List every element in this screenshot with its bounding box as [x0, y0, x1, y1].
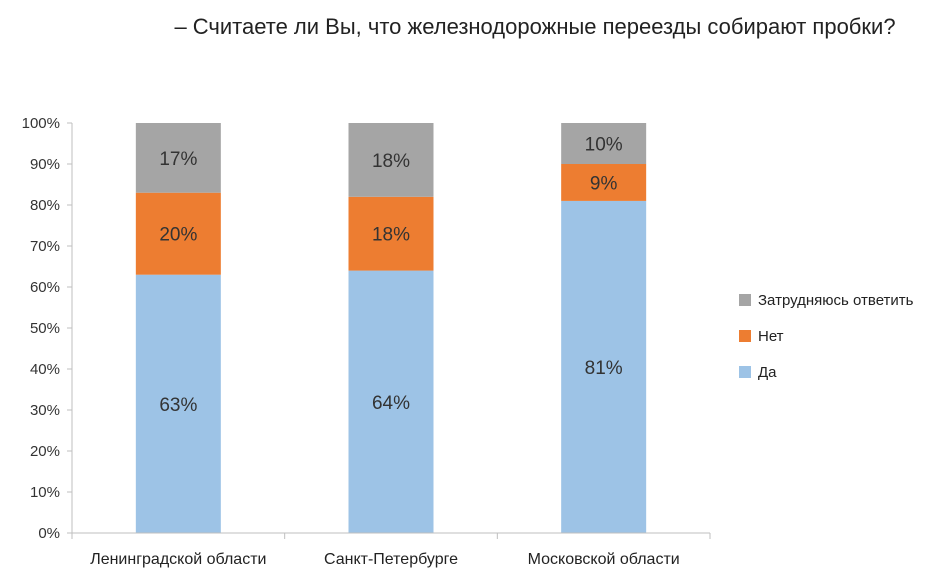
data-label: 20%	[159, 225, 197, 246]
bar-segment	[135, 123, 221, 193]
data-label: 9%	[590, 173, 618, 194]
bars: 63% 20% 17% 64% 18% 18% 81% 9% 10%	[135, 123, 647, 533]
legend-label: Нет	[758, 328, 784, 345]
data-label: 17%	[159, 149, 197, 170]
y-tick-label: 40%	[30, 361, 60, 378]
bar-segment	[348, 196, 434, 271]
y-tick-label: 80%	[30, 197, 60, 214]
y-tick-label: 0%	[38, 525, 60, 542]
chart-title: – Считаете ли Вы, что железнодорожные пе…	[174, 14, 896, 39]
y-tick-label: 90%	[30, 156, 60, 173]
bar-segment	[135, 192, 221, 275]
x-axis: Ленинградской области Санкт-Петербурге Мос…	[71, 532, 711, 568]
y-tick-label: 60%	[30, 279, 60, 296]
data-label: 10%	[585, 135, 623, 156]
data-label: 18%	[372, 151, 410, 172]
bar-segment	[561, 164, 647, 201]
legend-swatch	[739, 366, 751, 378]
data-label: 18%	[372, 225, 410, 246]
x-category-label: Московской области	[528, 551, 680, 568]
y-tick-label: 50%	[30, 320, 60, 337]
y-tick-label: 100%	[22, 115, 60, 132]
y-tick-label: 70%	[30, 238, 60, 255]
bar-segment	[348, 123, 434, 197]
legend-swatch	[739, 330, 751, 342]
bar-segment	[561, 200, 647, 533]
bar-segment	[561, 123, 647, 164]
legend-label: Да	[758, 364, 777, 381]
x-category-label: Ленинградской области	[90, 551, 266, 568]
legend-swatch	[739, 294, 751, 306]
bar-segment	[135, 274, 221, 533]
x-category-label: Санкт-Петербурге	[324, 551, 458, 568]
data-label: 63%	[159, 395, 197, 416]
bar-segment	[348, 270, 434, 533]
data-label: 64%	[372, 393, 410, 414]
y-axis: 0% 10% 20% 30% 40% 50% 60% 70% 80% 90% 100%	[22, 115, 73, 542]
legend: Затрудняюсь ответить Нет Да	[739, 292, 914, 381]
y-tick-label: 10%	[30, 484, 60, 501]
data-label: 81%	[585, 358, 623, 379]
y-tick-label: 30%	[30, 402, 60, 419]
y-tick-label: 20%	[30, 443, 60, 460]
legend-label: Затрудняюсь ответить	[758, 292, 914, 309]
